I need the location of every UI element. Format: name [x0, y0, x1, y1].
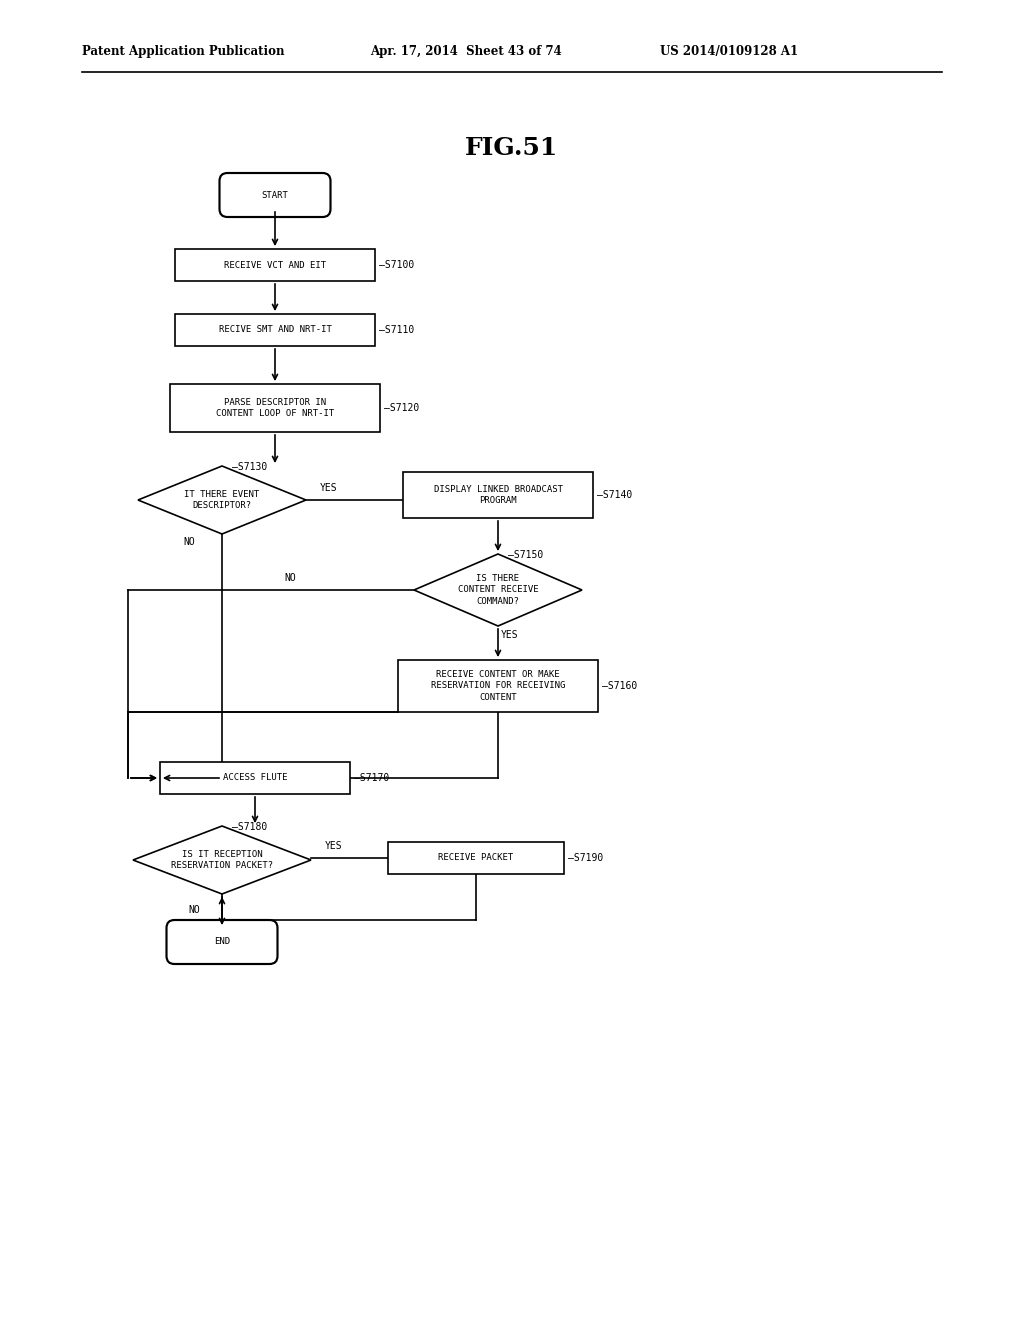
FancyBboxPatch shape	[219, 173, 331, 216]
Text: NO: NO	[284, 573, 296, 583]
Text: —S7110: —S7110	[379, 325, 415, 335]
Text: ACCESS FLUTE: ACCESS FLUTE	[223, 774, 288, 783]
Text: YES: YES	[325, 841, 343, 851]
Text: PARSE DESCRIPTOR IN
CONTENT LOOP OF NRT-IT: PARSE DESCRIPTOR IN CONTENT LOOP OF NRT-…	[216, 397, 334, 418]
Text: IS THERE
CONTENT RECEIVE
COMMAND?: IS THERE CONTENT RECEIVE COMMAND?	[458, 574, 539, 606]
Text: —S7170: —S7170	[354, 774, 389, 783]
Text: START: START	[261, 190, 289, 199]
Text: YES: YES	[319, 483, 338, 492]
FancyBboxPatch shape	[175, 314, 375, 346]
Text: —S7140: —S7140	[597, 490, 632, 500]
Text: —S7190: —S7190	[568, 853, 603, 863]
FancyBboxPatch shape	[398, 660, 598, 711]
Text: Patent Application Publication: Patent Application Publication	[82, 45, 285, 58]
Text: RECEIVE VCT AND EIT: RECEIVE VCT AND EIT	[224, 260, 326, 269]
Text: YES: YES	[501, 630, 518, 640]
Text: —S7120: —S7120	[384, 403, 419, 413]
FancyBboxPatch shape	[160, 762, 350, 795]
Text: IT THERE EVENT
DESCRIPTOR?: IT THERE EVENT DESCRIPTOR?	[184, 490, 260, 510]
Text: FIG.51: FIG.51	[465, 136, 559, 160]
Text: US 2014/0109128 A1: US 2014/0109128 A1	[660, 45, 798, 58]
FancyBboxPatch shape	[170, 384, 380, 432]
FancyBboxPatch shape	[167, 920, 278, 964]
Polygon shape	[133, 826, 311, 894]
Text: DISPLAY LINKED BROADCAST
PROGRAM: DISPLAY LINKED BROADCAST PROGRAM	[433, 484, 562, 506]
Text: —S7100: —S7100	[379, 260, 415, 271]
FancyBboxPatch shape	[175, 249, 375, 281]
Text: —S7180: —S7180	[232, 822, 267, 832]
Polygon shape	[138, 466, 306, 535]
Text: RECEIVE CONTENT OR MAKE
RESERVATION FOR RECEIVING
CONTENT: RECEIVE CONTENT OR MAKE RESERVATION FOR …	[431, 671, 565, 702]
Text: END: END	[214, 937, 230, 946]
Text: Apr. 17, 2014  Sheet 43 of 74: Apr. 17, 2014 Sheet 43 of 74	[370, 45, 562, 58]
FancyBboxPatch shape	[388, 842, 564, 874]
Text: RECEIVE PACKET: RECEIVE PACKET	[438, 854, 514, 862]
Text: RECIVE SMT AND NRT-IT: RECIVE SMT AND NRT-IT	[218, 326, 332, 334]
Text: NO: NO	[188, 906, 200, 915]
FancyBboxPatch shape	[403, 473, 593, 517]
Polygon shape	[414, 554, 582, 626]
Text: NO: NO	[183, 537, 195, 546]
Text: —S7150: —S7150	[508, 550, 544, 560]
Text: IS IT RECEPTION
RESERVATION PACKET?: IS IT RECEPTION RESERVATION PACKET?	[171, 850, 273, 870]
Text: —S7130: —S7130	[232, 462, 267, 473]
Text: —S7160: —S7160	[602, 681, 637, 690]
